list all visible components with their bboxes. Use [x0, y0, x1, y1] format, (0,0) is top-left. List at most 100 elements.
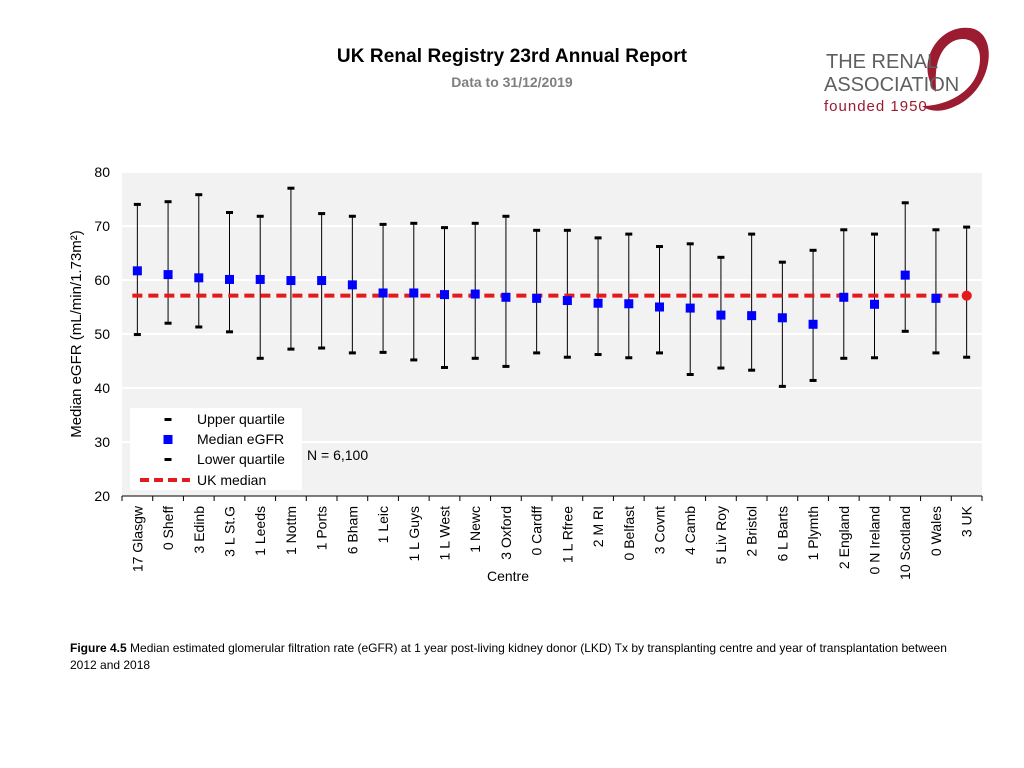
- upper-quartile-mark: [441, 226, 448, 230]
- median-point: [132, 266, 142, 276]
- y-axis-label: Median eGFR (mL/min/1.73m²): [68, 230, 85, 438]
- y-tick-label: 40: [94, 380, 110, 396]
- median-point: [501, 292, 511, 302]
- x-tick-label: 4 Camb: [682, 506, 698, 555]
- median-point: [931, 293, 941, 303]
- lower-quartile-mark: [441, 365, 448, 369]
- median-point: [286, 276, 296, 286]
- figure-caption: Figure 4.5 Median estimated glomerular f…: [70, 640, 950, 674]
- x-tick-label: 3 UK: [959, 505, 975, 537]
- upper-quartile-mark: [901, 201, 909, 205]
- x-tick-label: 0 Belfast: [621, 506, 637, 561]
- median-point: [900, 270, 910, 280]
- upper-quartile-mark: [410, 221, 418, 225]
- lower-quartile-mark: [656, 351, 663, 355]
- upper-quartile-mark: [656, 245, 663, 249]
- lower-quartile-mark: [195, 325, 203, 329]
- median-point: [163, 270, 173, 280]
- x-tick-label: 1 Newc: [467, 506, 483, 553]
- lower-quartile-mark: [379, 350, 387, 354]
- logo-line3: founded 1950: [824, 98, 928, 115]
- x-tick-label: 3 Edinb: [191, 506, 207, 554]
- upper-quartile-mark: [133, 202, 141, 206]
- lower-quartile-mark: [901, 329, 909, 333]
- median-point: [317, 276, 327, 286]
- x-tick-label: 2 England: [836, 506, 852, 569]
- upper-quartile-mark: [625, 232, 633, 236]
- x-tick-label: 1 L Guys: [406, 506, 422, 562]
- x-tick-label: 0 Sheff: [160, 506, 176, 550]
- upper-quartile-mark: [256, 214, 264, 218]
- lower-quartile-mark: [686, 373, 694, 376]
- caption-label: Figure 4.5: [70, 641, 127, 655]
- lower-quartile-mark: [563, 355, 571, 359]
- x-tick-label: 1 Plymth: [805, 506, 821, 560]
- y-tick-label: 30: [94, 434, 110, 450]
- caption-text: Median estimated glomerular filtration r…: [70, 641, 947, 672]
- lower-quartile-mark: [256, 356, 264, 360]
- lower-quartile-mark: [164, 321, 172, 325]
- upper-quartile-mark: [686, 242, 694, 246]
- median-point: [777, 313, 787, 323]
- upper-quartile-mark: [318, 212, 326, 216]
- upper-quartile-mark: [502, 214, 510, 218]
- x-tick-label: 1 Leeds: [252, 506, 268, 556]
- lower-quartile-mark: [717, 366, 725, 370]
- logo-line1: THE RENAL: [826, 51, 938, 73]
- lower-quartile-mark: [287, 347, 295, 351]
- upper-quartile-mark: [932, 228, 940, 232]
- x-tick-label: 0 Wales: [928, 506, 944, 556]
- lower-quartile-mark: [533, 351, 541, 355]
- x-tick-label: 2 M RI: [590, 506, 606, 547]
- lower-quartile-mark: [932, 351, 940, 355]
- lower-quartile-mark: [748, 368, 756, 372]
- lower-quartile-mark: [594, 353, 602, 357]
- lower-quartile-mark: [809, 378, 817, 382]
- y-tick-label: 80: [94, 164, 110, 180]
- median-point: [747, 311, 757, 321]
- x-tick-label: 5 Liv Roy: [713, 506, 729, 564]
- upper-quartile-mark: [717, 255, 725, 259]
- x-tick-label: 1 Ports: [314, 506, 330, 550]
- upper-quartile-mark: [809, 248, 817, 252]
- legend-lower-label: Lower quartile: [197, 451, 285, 467]
- x-tick-label: 1 L Rfree: [559, 506, 575, 563]
- upper-quartile-mark: [471, 221, 479, 225]
- lower-quartile-mark: [471, 356, 479, 360]
- logo-swoosh: [922, 27, 989, 111]
- median-point: [870, 299, 879, 309]
- upper-quartile-mark: [379, 222, 387, 226]
- x-axis-label: Centre: [487, 568, 529, 584]
- x-tick-label: 0 Cardff: [529, 506, 545, 556]
- x-tick-label: 6 L Barts: [774, 506, 790, 562]
- x-tick-label: 6 Bham: [344, 506, 360, 554]
- median-point: [685, 303, 695, 313]
- legend-upper-label: Upper quartile: [197, 411, 285, 427]
- y-tick-label: 20: [94, 488, 110, 504]
- legend-upper-marker: [164, 418, 172, 421]
- upper-quartile-mark: [594, 236, 602, 240]
- median-point: [532, 293, 542, 303]
- y-tick-label: 50: [94, 326, 110, 342]
- upper-quartile-mark: [195, 193, 203, 197]
- upper-quartile-mark: [533, 228, 541, 232]
- lower-quartile-mark: [840, 356, 848, 360]
- upper-quartile-mark: [164, 200, 172, 204]
- median-point: [378, 288, 388, 298]
- report-header: UK Renal Registry 23rd Annual Report Dat…: [0, 46, 1024, 90]
- median-point: [593, 298, 603, 308]
- lower-quartile-mark: [502, 364, 510, 368]
- upper-quartile-mark: [348, 214, 356, 218]
- lower-quartile-mark: [410, 358, 418, 362]
- lower-quartile-mark: [318, 346, 326, 350]
- upper-quartile-mark: [563, 228, 571, 232]
- upper-quartile-mark: [840, 228, 848, 232]
- x-tick-label: 1 Leic: [375, 506, 391, 543]
- legend-uk-label: UK median: [197, 472, 266, 488]
- upper-quartile-mark: [963, 225, 971, 229]
- median-point: [255, 274, 265, 284]
- x-tick-label: 3 L St.G: [222, 506, 238, 557]
- legend-median-marker: [163, 435, 173, 444]
- upper-quartile-mark: [287, 186, 295, 190]
- lower-quartile-mark: [871, 356, 878, 360]
